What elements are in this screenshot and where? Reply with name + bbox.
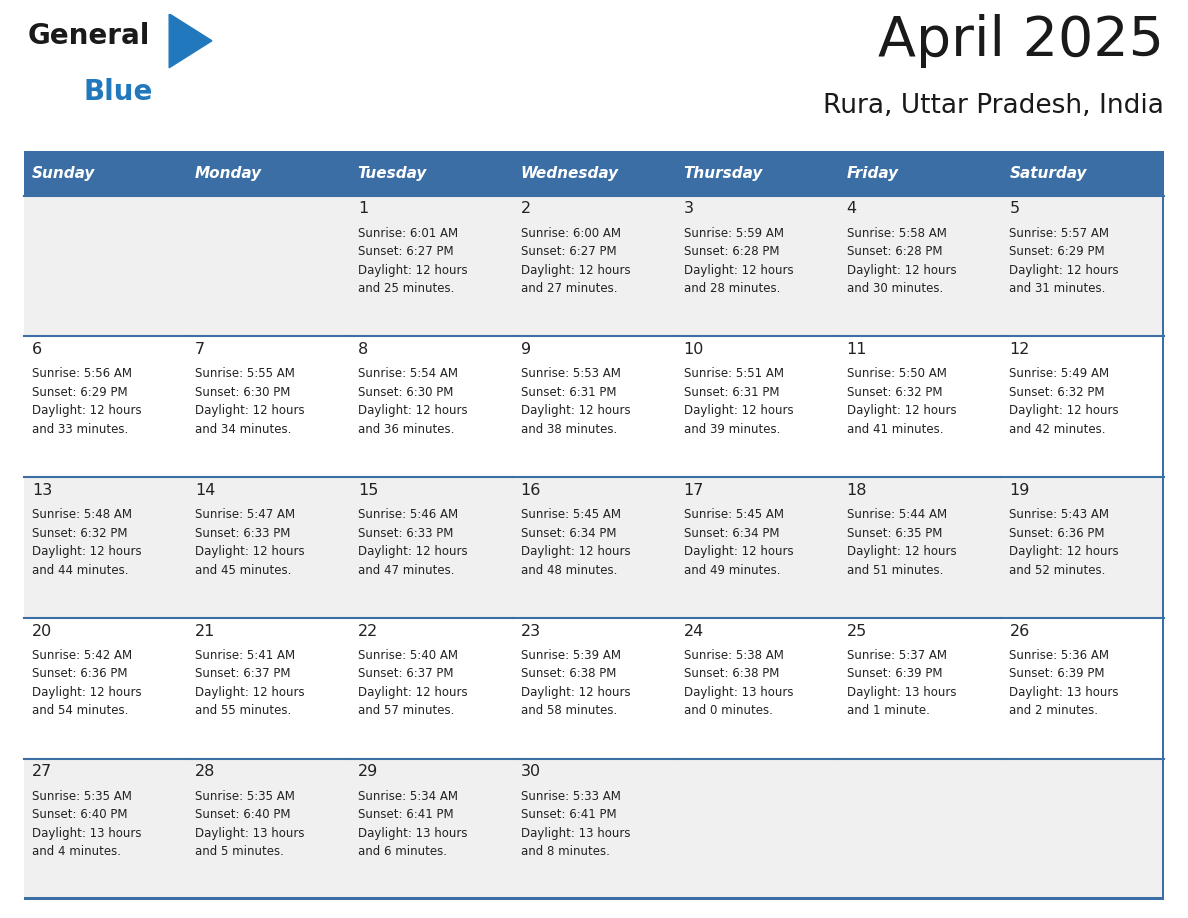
Text: 26: 26 bbox=[1010, 623, 1030, 639]
Text: Tuesday: Tuesday bbox=[358, 166, 428, 181]
Polygon shape bbox=[169, 14, 211, 68]
Text: Blue: Blue bbox=[83, 78, 153, 106]
Text: 25: 25 bbox=[847, 623, 867, 639]
Text: 5: 5 bbox=[1010, 201, 1019, 216]
Text: General: General bbox=[29, 22, 151, 50]
Text: 17: 17 bbox=[683, 483, 704, 498]
Text: 27: 27 bbox=[32, 765, 52, 779]
Text: Sunrise: 5:34 AM
Sunset: 6:41 PM
Daylight: 13 hours
and 6 minutes.: Sunrise: 5:34 AM Sunset: 6:41 PM Dayligh… bbox=[358, 789, 467, 858]
Text: Sunrise: 5:47 AM
Sunset: 6:33 PM
Daylight: 12 hours
and 45 minutes.: Sunrise: 5:47 AM Sunset: 6:33 PM Dayligh… bbox=[195, 509, 304, 577]
Text: Sunrise: 5:41 AM
Sunset: 6:37 PM
Daylight: 12 hours
and 55 minutes.: Sunrise: 5:41 AM Sunset: 6:37 PM Dayligh… bbox=[195, 649, 304, 718]
Text: Sunrise: 5:43 AM
Sunset: 6:36 PM
Daylight: 12 hours
and 52 minutes.: Sunrise: 5:43 AM Sunset: 6:36 PM Dayligh… bbox=[1010, 509, 1119, 577]
Text: 14: 14 bbox=[195, 483, 215, 498]
Text: Sunrise: 5:48 AM
Sunset: 6:32 PM
Daylight: 12 hours
and 44 minutes.: Sunrise: 5:48 AM Sunset: 6:32 PM Dayligh… bbox=[32, 509, 141, 577]
Text: 4: 4 bbox=[847, 201, 857, 216]
Text: Saturday: Saturday bbox=[1010, 166, 1087, 181]
Text: 7: 7 bbox=[195, 342, 206, 357]
Text: 21: 21 bbox=[195, 623, 215, 639]
Text: 23: 23 bbox=[520, 623, 541, 639]
Text: Sunrise: 5:35 AM
Sunset: 6:40 PM
Daylight: 13 hours
and 5 minutes.: Sunrise: 5:35 AM Sunset: 6:40 PM Dayligh… bbox=[195, 789, 304, 858]
Text: Sunrise: 5:39 AM
Sunset: 6:38 PM
Daylight: 12 hours
and 58 minutes.: Sunrise: 5:39 AM Sunset: 6:38 PM Dayligh… bbox=[520, 649, 631, 718]
Text: Sunrise: 5:42 AM
Sunset: 6:36 PM
Daylight: 12 hours
and 54 minutes.: Sunrise: 5:42 AM Sunset: 6:36 PM Dayligh… bbox=[32, 649, 141, 718]
Text: Sunrise: 5:33 AM
Sunset: 6:41 PM
Daylight: 13 hours
and 8 minutes.: Sunrise: 5:33 AM Sunset: 6:41 PM Dayligh… bbox=[520, 789, 630, 858]
Text: 15: 15 bbox=[358, 483, 378, 498]
Text: Thursday: Thursday bbox=[683, 166, 763, 181]
Text: Sunrise: 5:40 AM
Sunset: 6:37 PM
Daylight: 12 hours
and 57 minutes.: Sunrise: 5:40 AM Sunset: 6:37 PM Dayligh… bbox=[358, 649, 467, 718]
Text: 3: 3 bbox=[683, 201, 694, 216]
Text: Sunrise: 6:01 AM
Sunset: 6:27 PM
Daylight: 12 hours
and 25 minutes.: Sunrise: 6:01 AM Sunset: 6:27 PM Dayligh… bbox=[358, 227, 467, 295]
Text: Sunday: Sunday bbox=[32, 166, 95, 181]
Text: Sunrise: 5:38 AM
Sunset: 6:38 PM
Daylight: 13 hours
and 0 minutes.: Sunrise: 5:38 AM Sunset: 6:38 PM Dayligh… bbox=[683, 649, 794, 718]
Text: 11: 11 bbox=[847, 342, 867, 357]
Text: Sunrise: 5:53 AM
Sunset: 6:31 PM
Daylight: 12 hours
and 38 minutes.: Sunrise: 5:53 AM Sunset: 6:31 PM Dayligh… bbox=[520, 367, 631, 436]
Text: 12: 12 bbox=[1010, 342, 1030, 357]
Text: 28: 28 bbox=[195, 765, 215, 779]
Text: 2: 2 bbox=[520, 201, 531, 216]
Text: Sunrise: 5:50 AM
Sunset: 6:32 PM
Daylight: 12 hours
and 41 minutes.: Sunrise: 5:50 AM Sunset: 6:32 PM Dayligh… bbox=[847, 367, 956, 436]
Text: 10: 10 bbox=[683, 342, 704, 357]
Text: 13: 13 bbox=[32, 483, 52, 498]
Text: 18: 18 bbox=[847, 483, 867, 498]
Text: 1: 1 bbox=[358, 201, 368, 216]
Text: Sunrise: 5:45 AM
Sunset: 6:34 PM
Daylight: 12 hours
and 49 minutes.: Sunrise: 5:45 AM Sunset: 6:34 PM Dayligh… bbox=[683, 509, 794, 577]
Text: 9: 9 bbox=[520, 342, 531, 357]
Text: Sunrise: 5:56 AM
Sunset: 6:29 PM
Daylight: 12 hours
and 33 minutes.: Sunrise: 5:56 AM Sunset: 6:29 PM Dayligh… bbox=[32, 367, 141, 436]
Text: Sunrise: 5:45 AM
Sunset: 6:34 PM
Daylight: 12 hours
and 48 minutes.: Sunrise: 5:45 AM Sunset: 6:34 PM Dayligh… bbox=[520, 509, 631, 577]
Text: Monday: Monday bbox=[195, 166, 263, 181]
Text: 8: 8 bbox=[358, 342, 368, 357]
Text: Sunrise: 5:49 AM
Sunset: 6:32 PM
Daylight: 12 hours
and 42 minutes.: Sunrise: 5:49 AM Sunset: 6:32 PM Dayligh… bbox=[1010, 367, 1119, 436]
Text: 30: 30 bbox=[520, 765, 541, 779]
Text: Sunrise: 5:51 AM
Sunset: 6:31 PM
Daylight: 12 hours
and 39 minutes.: Sunrise: 5:51 AM Sunset: 6:31 PM Dayligh… bbox=[683, 367, 794, 436]
Text: 20: 20 bbox=[32, 623, 52, 639]
Text: 24: 24 bbox=[683, 623, 703, 639]
Text: Sunrise: 5:55 AM
Sunset: 6:30 PM
Daylight: 12 hours
and 34 minutes.: Sunrise: 5:55 AM Sunset: 6:30 PM Dayligh… bbox=[195, 367, 304, 436]
Text: Sunrise: 6:00 AM
Sunset: 6:27 PM
Daylight: 12 hours
and 27 minutes.: Sunrise: 6:00 AM Sunset: 6:27 PM Dayligh… bbox=[520, 227, 631, 295]
Text: Sunrise: 5:54 AM
Sunset: 6:30 PM
Daylight: 12 hours
and 36 minutes.: Sunrise: 5:54 AM Sunset: 6:30 PM Dayligh… bbox=[358, 367, 467, 436]
Text: 22: 22 bbox=[358, 623, 378, 639]
Text: Sunrise: 5:58 AM
Sunset: 6:28 PM
Daylight: 12 hours
and 30 minutes.: Sunrise: 5:58 AM Sunset: 6:28 PM Dayligh… bbox=[847, 227, 956, 295]
Text: Sunrise: 5:44 AM
Sunset: 6:35 PM
Daylight: 12 hours
and 51 minutes.: Sunrise: 5:44 AM Sunset: 6:35 PM Dayligh… bbox=[847, 509, 956, 577]
Text: 16: 16 bbox=[520, 483, 541, 498]
Text: Sunrise: 5:57 AM
Sunset: 6:29 PM
Daylight: 12 hours
and 31 minutes.: Sunrise: 5:57 AM Sunset: 6:29 PM Dayligh… bbox=[1010, 227, 1119, 295]
Text: Sunrise: 5:59 AM
Sunset: 6:28 PM
Daylight: 12 hours
and 28 minutes.: Sunrise: 5:59 AM Sunset: 6:28 PM Dayligh… bbox=[683, 227, 794, 295]
Text: Friday: Friday bbox=[847, 166, 898, 181]
Text: Rura, Uttar Pradesh, India: Rura, Uttar Pradesh, India bbox=[823, 94, 1164, 119]
Text: Sunrise: 5:35 AM
Sunset: 6:40 PM
Daylight: 13 hours
and 4 minutes.: Sunrise: 5:35 AM Sunset: 6:40 PM Dayligh… bbox=[32, 789, 141, 858]
Text: Wednesday: Wednesday bbox=[520, 166, 619, 181]
Text: 6: 6 bbox=[32, 342, 42, 357]
Text: 29: 29 bbox=[358, 765, 378, 779]
Text: Sunrise: 5:36 AM
Sunset: 6:39 PM
Daylight: 13 hours
and 2 minutes.: Sunrise: 5:36 AM Sunset: 6:39 PM Dayligh… bbox=[1010, 649, 1119, 718]
Text: 19: 19 bbox=[1010, 483, 1030, 498]
Text: Sunrise: 5:46 AM
Sunset: 6:33 PM
Daylight: 12 hours
and 47 minutes.: Sunrise: 5:46 AM Sunset: 6:33 PM Dayligh… bbox=[358, 509, 467, 577]
Text: April 2025: April 2025 bbox=[878, 14, 1164, 68]
Text: Sunrise: 5:37 AM
Sunset: 6:39 PM
Daylight: 13 hours
and 1 minute.: Sunrise: 5:37 AM Sunset: 6:39 PM Dayligh… bbox=[847, 649, 956, 718]
